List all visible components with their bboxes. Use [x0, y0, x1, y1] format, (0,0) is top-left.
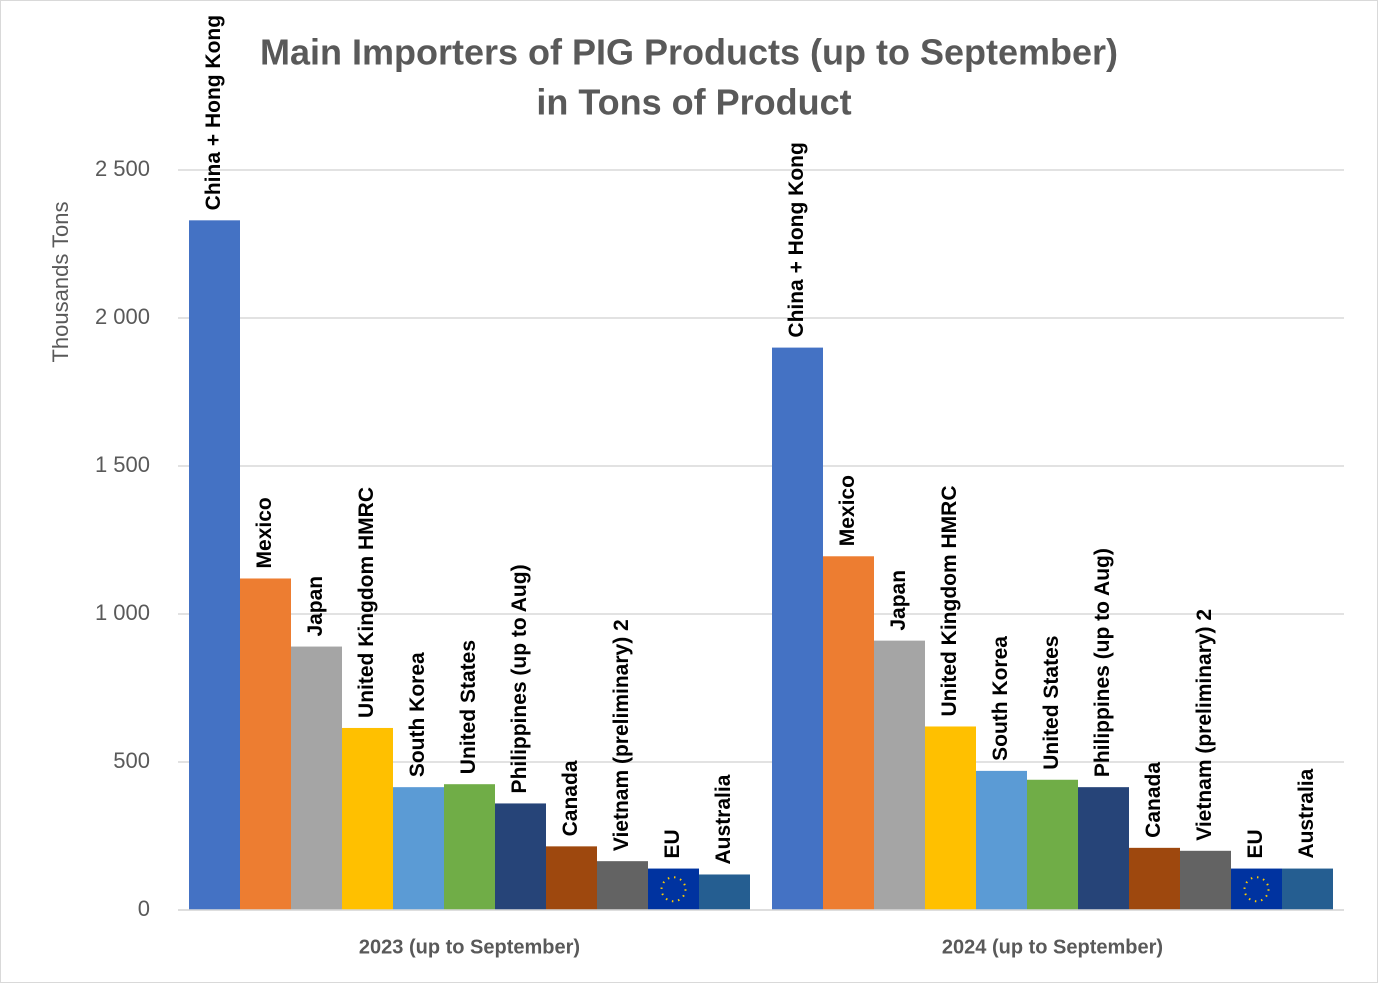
bar — [648, 868, 699, 910]
eu-flag-stars — [660, 876, 687, 903]
bar — [597, 861, 648, 910]
y-tick-label: 500 — [113, 748, 150, 773]
bar — [976, 770, 1027, 910]
series-label: Japan — [887, 570, 910, 631]
bar — [1231, 868, 1282, 910]
series-label: Japan — [304, 576, 327, 637]
bar — [1282, 868, 1333, 910]
bar — [772, 347, 823, 911]
bar — [874, 640, 925, 910]
bar — [546, 846, 597, 910]
series-label: United States — [457, 640, 480, 774]
bar — [1027, 779, 1078, 910]
y-tick-label: 2 500 — [95, 156, 150, 181]
series-label: United Kingdom HMRC — [355, 487, 378, 718]
x-tick-label: 2023 (up to September) — [359, 936, 580, 958]
series-label: South Korea — [406, 652, 429, 777]
y-tick-label: 0 — [138, 896, 150, 921]
bar — [291, 646, 342, 910]
y-tick-label: 2 000 — [95, 304, 150, 329]
series-label: Canada — [559, 760, 582, 836]
y-axis-label: Thousands Tons — [48, 201, 73, 362]
bar — [189, 220, 240, 910]
series-label: United Kingdom HMRC — [938, 485, 961, 716]
chart-title: in Tons of Product — [536, 82, 851, 123]
y-tick-label: 1 000 — [95, 600, 150, 625]
series-label: EU — [661, 829, 684, 858]
series-label: Vietnam (preliminary) 2 — [610, 619, 633, 851]
series-label: United States — [1040, 636, 1063, 770]
bar — [495, 803, 546, 910]
bar — [240, 578, 291, 910]
series-label: Vietnam (preliminary) 2 — [1193, 609, 1216, 841]
y-tick-label: 1 500 — [95, 452, 150, 477]
series-label: Australia — [1295, 768, 1318, 858]
series-label: China + Hong Kong — [785, 142, 808, 337]
series-label: South Korea — [989, 636, 1012, 761]
bar — [1129, 847, 1180, 910]
series-label: EU — [1244, 829, 1267, 858]
x-tick-label: 2024 (up to September) — [942, 936, 1163, 958]
bar — [444, 784, 495, 910]
bar — [342, 727, 393, 910]
bar — [1180, 850, 1231, 910]
bar — [1078, 787, 1129, 910]
series-label: Canada — [1142, 762, 1165, 838]
bar — [823, 556, 874, 910]
series-label: Mexico — [836, 475, 859, 546]
series-label: Australia — [712, 774, 735, 864]
series-label: Philippines (up to Aug) — [1091, 548, 1114, 777]
bar — [699, 874, 750, 910]
eu-flag-stars — [1243, 876, 1270, 903]
series-label: China + Hong Kong — [202, 15, 225, 210]
bar — [393, 787, 444, 910]
bar — [925, 726, 976, 910]
series-label: Philippines (up to Aug) — [508, 564, 531, 793]
chart-title: Main Importers of PIG Products (up to Se… — [260, 32, 1118, 73]
series-label: Mexico — [253, 497, 276, 568]
